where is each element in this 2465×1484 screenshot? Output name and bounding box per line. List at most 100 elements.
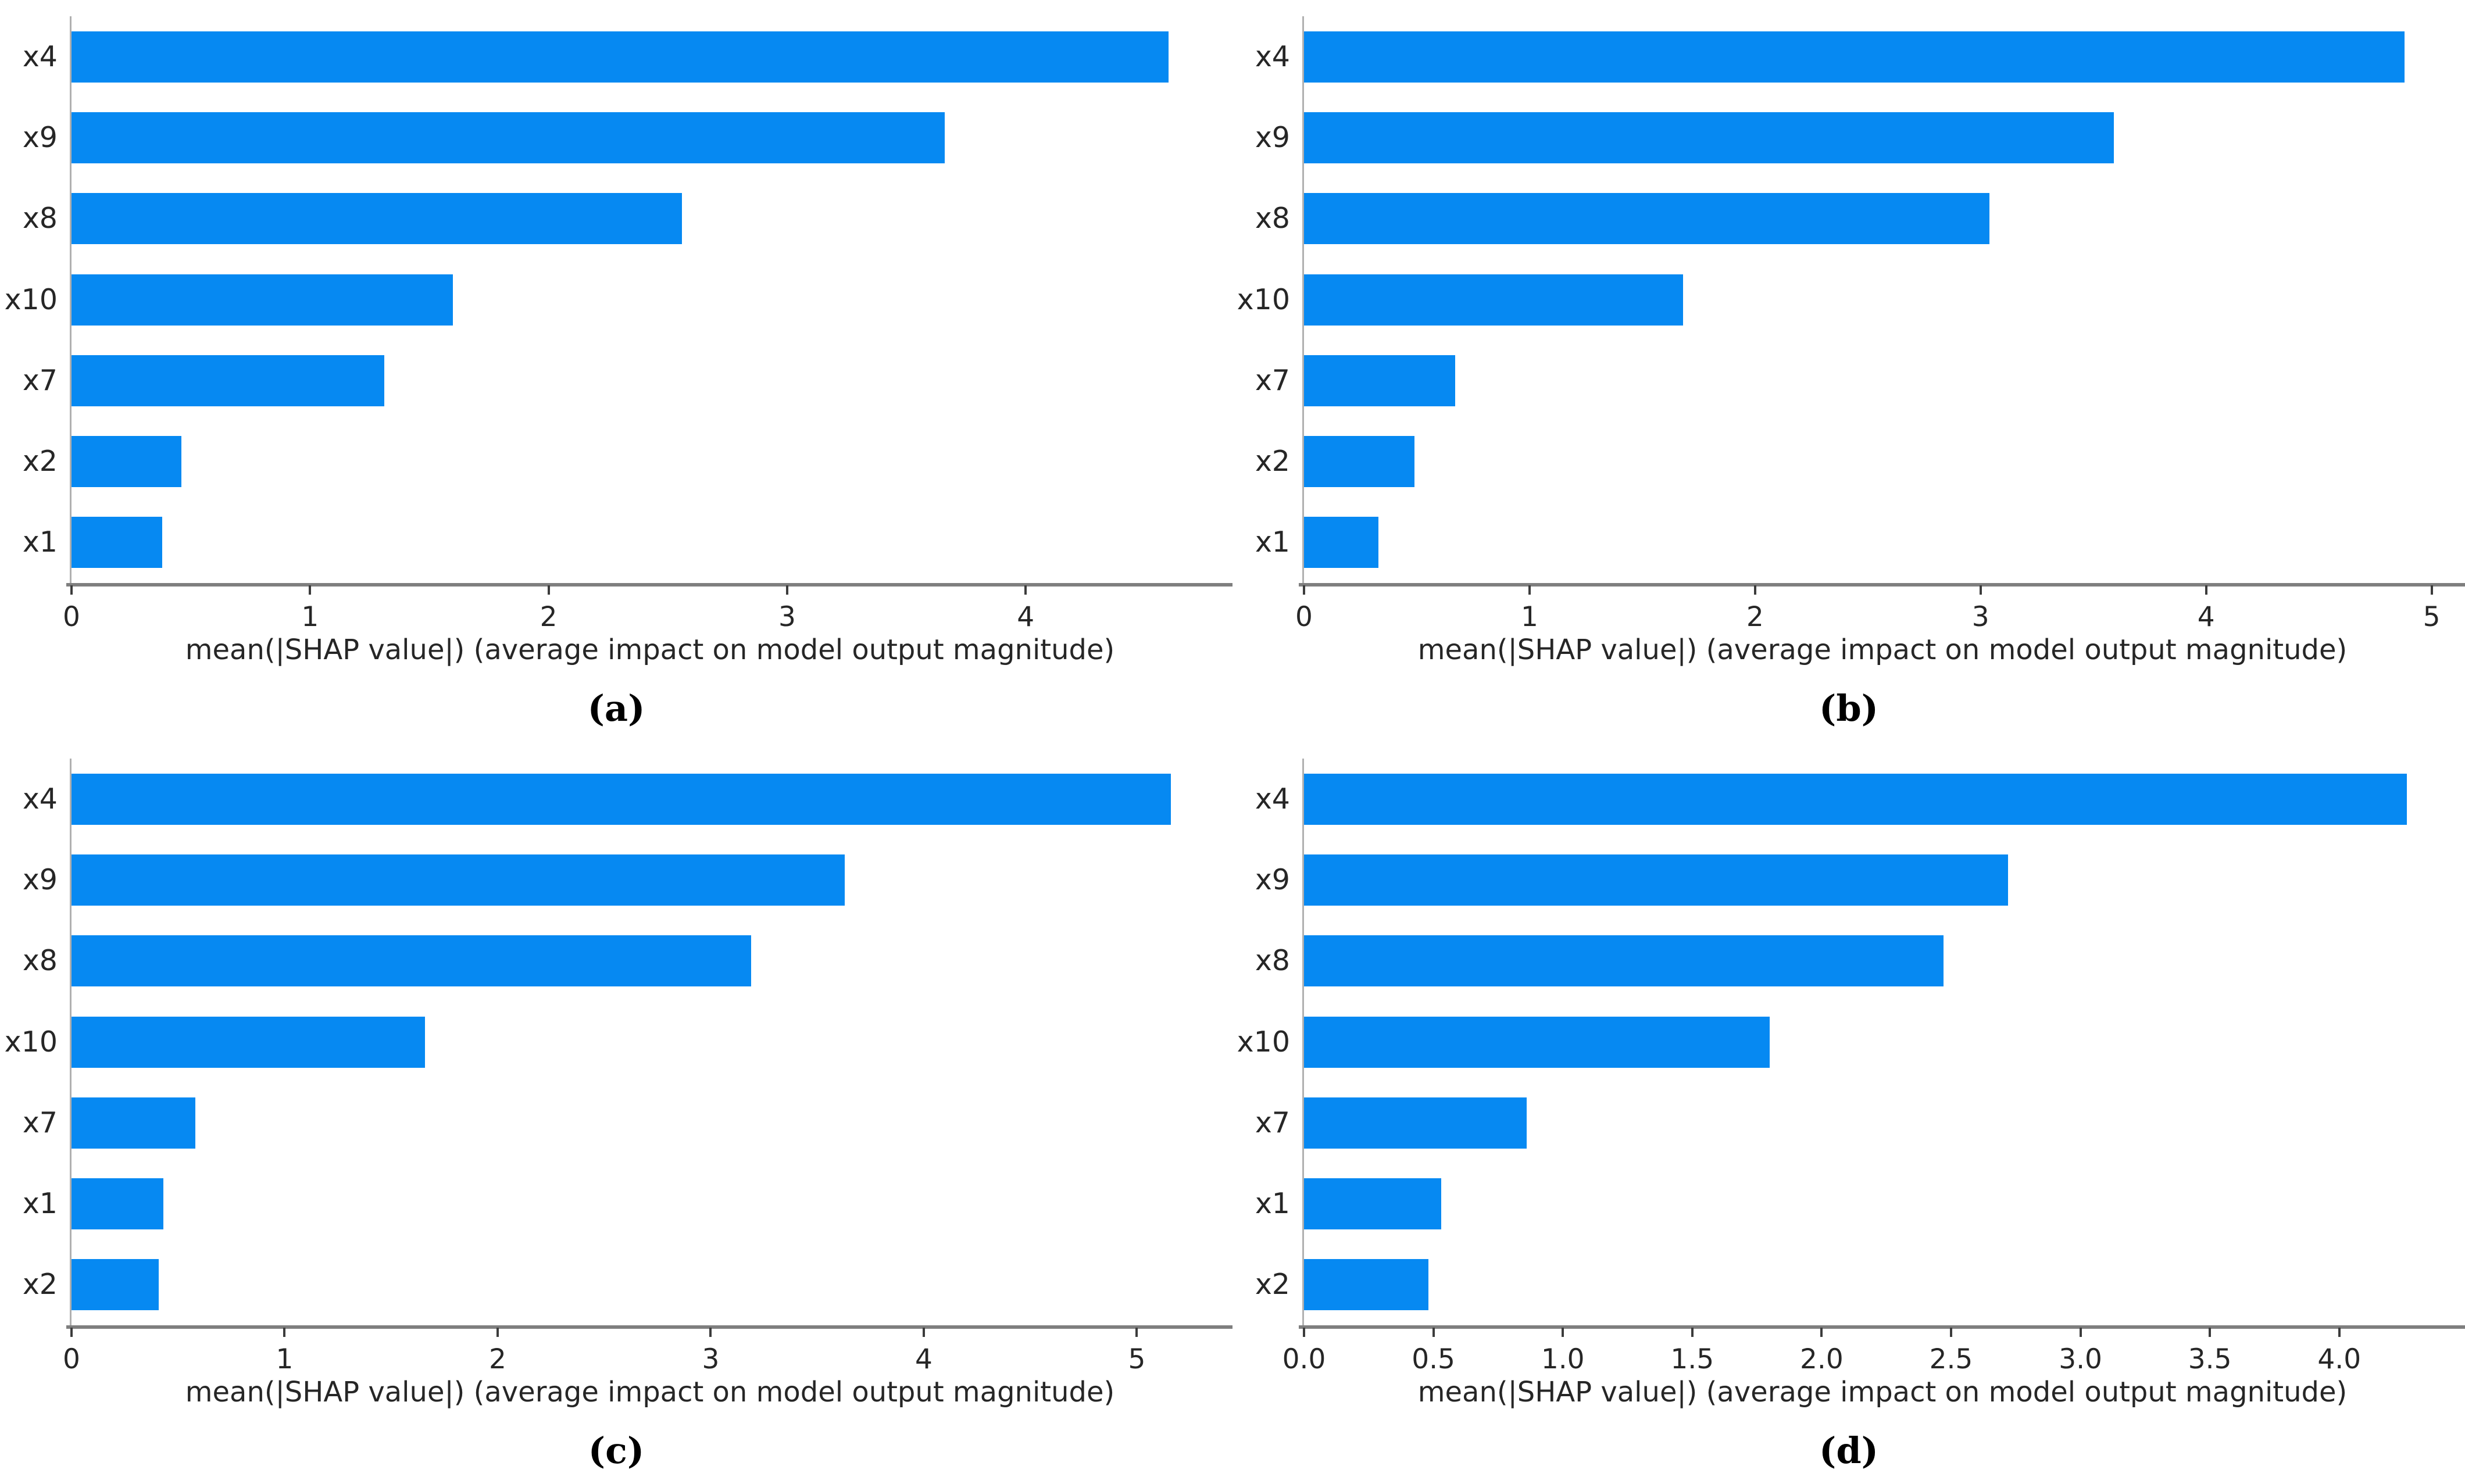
chart-panel-d: x4 x9 x8 x10 x7 x1 x2 0.0 0.5 1.0 1.5 2.0 2.5 3.0 3.5 4… bbox=[1232, 742, 2465, 1484]
bar-x7 bbox=[1304, 355, 1455, 406]
y-axis-spine bbox=[1302, 759, 1304, 1325]
bar-x9 bbox=[72, 854, 845, 906]
y-tick-label-x10: x10 bbox=[4, 283, 58, 316]
bar-x1 bbox=[72, 517, 162, 568]
y-tick-label-x7: x7 bbox=[1255, 363, 1290, 397]
x-tick-mark bbox=[1753, 585, 1756, 595]
x-tick-mark bbox=[709, 1328, 712, 1337]
x-tick-label: 4 bbox=[2197, 601, 2215, 633]
y-tick-label-x9: x9 bbox=[22, 120, 58, 154]
x-tick-label: 1.0 bbox=[1541, 1343, 1585, 1375]
y-axis-spine bbox=[1302, 16, 1304, 583]
bar-x10 bbox=[72, 274, 453, 326]
y-tick-label-x1: x1 bbox=[22, 1187, 58, 1221]
y-tick-label-x2: x2 bbox=[1255, 445, 1290, 478]
y-tick-label-x1: x1 bbox=[22, 525, 58, 559]
y-tick-label-x1: x1 bbox=[1255, 1187, 1290, 1221]
x-tick-mark bbox=[283, 1328, 286, 1337]
x-tick-label: 2 bbox=[489, 1343, 506, 1375]
y-tick-label-x9: x9 bbox=[22, 863, 58, 896]
x-tick-label: 2 bbox=[540, 601, 558, 633]
x-tick-mark bbox=[1691, 1328, 1694, 1337]
chart-panel-a: x4 x9 x8 x10 x7 x2 x1 0 1 2 3 4 mean(|SHAP value|) … bbox=[0, 0, 1232, 742]
x-tick-mark bbox=[1432, 1328, 1435, 1337]
x-tick-mark bbox=[1979, 585, 1982, 595]
x-tick-label: 2.0 bbox=[1800, 1343, 1844, 1375]
y-tick-label-x9: x9 bbox=[1255, 863, 1290, 896]
y-tick-label-x4: x4 bbox=[22, 782, 58, 816]
bar-x10 bbox=[1304, 274, 1683, 326]
x-tick-label: 5 bbox=[2423, 601, 2441, 633]
x-axis-line bbox=[66, 1325, 1232, 1329]
y-tick-label-x2: x2 bbox=[1255, 1268, 1290, 1301]
x-axis-label: mean(|SHAP value|) (average impact on mo… bbox=[185, 1376, 1115, 1408]
x-axis-label: mean(|SHAP value|) (average impact on mo… bbox=[185, 634, 1115, 666]
bar-x2 bbox=[1304, 436, 1415, 488]
plot-area: x4 x9 x8 x10 x7 x1 x2 0 1 2 3 4 5 bbox=[5, 759, 1232, 1375]
y-tick-label-x2: x2 bbox=[22, 1268, 58, 1301]
x-tick-mark bbox=[2338, 1328, 2341, 1337]
bar-x8 bbox=[72, 193, 683, 245]
plot-area: x4 x9 x8 x10 x7 x1 x2 0.0 0.5 1.0 1.5 2.0 2.5 3.0 3.5 4… bbox=[1237, 759, 2465, 1375]
x-tick-mark bbox=[1303, 585, 1305, 595]
x-tick-label: 3.0 bbox=[2059, 1343, 2102, 1375]
bar-x4 bbox=[1304, 31, 2405, 83]
y-tick-label-x1: x1 bbox=[1255, 525, 1290, 559]
x-tick-label: 0 bbox=[63, 601, 80, 633]
bar-x7 bbox=[1304, 1097, 1527, 1149]
y-tick-label-x7: x7 bbox=[22, 1106, 58, 1139]
panel-caption: (c) bbox=[588, 1429, 645, 1472]
y-tick-label-x8: x8 bbox=[1255, 202, 1290, 235]
x-axis-label: mean(|SHAP value|) (average impact on mo… bbox=[1417, 1376, 2348, 1408]
x-tick-label: 5 bbox=[1128, 1343, 1146, 1375]
y-tick-label-x9: x9 bbox=[1255, 120, 1290, 154]
x-tick-label: 1 bbox=[1520, 601, 1538, 633]
x-tick-label: 3 bbox=[702, 1343, 720, 1375]
panel-caption: (b) bbox=[1819, 687, 1879, 730]
chart-panel-b: x4 x9 x8 x10 x7 x2 x1 0 1 2 3 4 5 mean(|SHAP value|)… bbox=[1232, 0, 2465, 742]
x-tick-label: 4 bbox=[1017, 601, 1035, 633]
chart-panel-c: x4 x9 x8 x10 x7 x1 x2 0 1 2 3 4 5 mean(|SHAP value|)… bbox=[0, 742, 1232, 1484]
x-tick-mark bbox=[922, 1328, 925, 1337]
x-axis-line bbox=[66, 583, 1232, 587]
bar-x10 bbox=[72, 1016, 426, 1068]
bar-x8 bbox=[72, 935, 752, 987]
x-tick-mark bbox=[785, 585, 788, 595]
plot-area: x4 x9 x8 x10 x7 x2 x1 0 1 2 3 4 5 bbox=[1237, 16, 2465, 633]
x-tick-label: 2.5 bbox=[1929, 1343, 1973, 1375]
bar-x2 bbox=[72, 1259, 159, 1311]
bar-x9 bbox=[72, 112, 945, 163]
x-tick-mark bbox=[2430, 585, 2433, 595]
x-tick-label: 1 bbox=[301, 601, 319, 633]
bar-x1 bbox=[1304, 517, 1378, 568]
panel-caption: (d) bbox=[1819, 1429, 1879, 1472]
x-tick-label: 1.5 bbox=[1670, 1343, 1714, 1375]
x-tick-label: 0 bbox=[63, 1343, 80, 1375]
plot-area: x4 x9 x8 x10 x7 x2 x1 0 1 2 3 4 bbox=[5, 16, 1232, 633]
x-tick-mark bbox=[2079, 1328, 2082, 1337]
x-tick-mark bbox=[2205, 585, 2207, 595]
x-tick-mark bbox=[70, 1328, 73, 1337]
bar-x10 bbox=[1304, 1016, 1770, 1068]
bar-x7 bbox=[72, 355, 384, 406]
y-tick-label-x8: x8 bbox=[22, 944, 58, 978]
bar-x4 bbox=[1304, 773, 2407, 825]
y-axis-spine bbox=[70, 16, 72, 583]
x-tick-mark bbox=[496, 1328, 499, 1337]
y-axis-spine bbox=[70, 759, 72, 1325]
x-tick-mark bbox=[1024, 585, 1027, 595]
x-axis-line bbox=[1299, 1325, 2465, 1329]
x-tick-mark bbox=[2209, 1328, 2212, 1337]
y-tick-label-x8: x8 bbox=[1255, 944, 1290, 978]
panel-caption: (a) bbox=[587, 687, 645, 730]
x-tick-label: 3 bbox=[778, 601, 796, 633]
x-tick-label: 0.5 bbox=[1412, 1343, 1455, 1375]
x-tick-label: 2 bbox=[1746, 601, 1764, 633]
x-axis-label: mean(|SHAP value|) (average impact on mo… bbox=[1417, 634, 2348, 666]
x-tick-label: 4.0 bbox=[2317, 1343, 2362, 1375]
y-tick-label-x4: x4 bbox=[22, 40, 58, 73]
x-tick-mark bbox=[70, 585, 73, 595]
bar-x4 bbox=[72, 31, 1169, 83]
y-tick-label-x4: x4 bbox=[1255, 40, 1290, 73]
bar-x8 bbox=[1304, 193, 1990, 245]
